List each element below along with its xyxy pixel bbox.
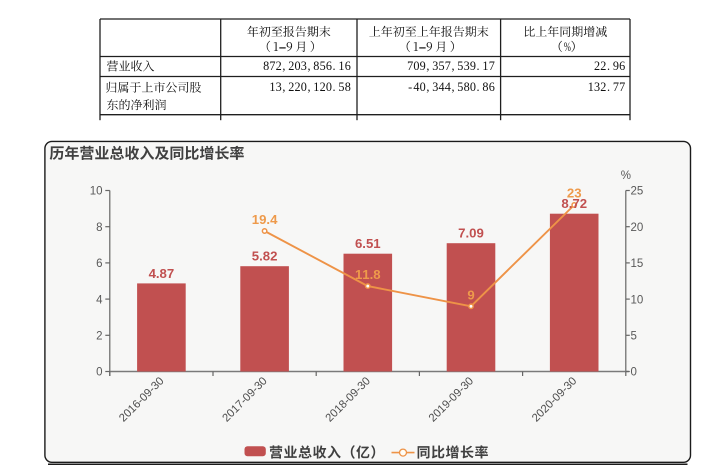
svg-text:15: 15	[631, 258, 644, 270]
svg-text:8.72: 8.72	[561, 196, 587, 211]
svg-text:25: 25	[631, 186, 644, 198]
svg-text:0: 0	[96, 367, 102, 379]
svg-text:2: 2	[96, 331, 102, 343]
svg-text:5.82: 5.82	[252, 249, 278, 264]
svg-text:6: 6	[96, 258, 102, 270]
svg-text:10: 10	[631, 294, 644, 306]
svg-text:8: 8	[96, 222, 102, 234]
svg-text:19.4: 19.4	[252, 212, 278, 227]
svg-text:10: 10	[90, 186, 103, 198]
svg-text:0: 0	[631, 367, 637, 379]
svg-text:709,357,539.17: 709,357,539.17	[407, 59, 495, 73]
svg-text:4.87: 4.87	[149, 266, 175, 281]
svg-text:13,220,120.58: 13,220,120.58	[269, 80, 350, 94]
svg-text:4: 4	[96, 294, 103, 306]
svg-text:132.77: 132.77	[588, 80, 625, 94]
svg-text:11.8: 11.8	[355, 267, 381, 282]
svg-text:%: %	[564, 40, 571, 54]
svg-text:872,203,856.16: 872,203,856.16	[263, 59, 351, 73]
svg-text:%: %	[621, 170, 631, 182]
svg-text:5: 5	[631, 331, 637, 343]
svg-text:22.96: 22.96	[594, 59, 625, 73]
svg-text:7.09: 7.09	[458, 226, 484, 241]
svg-text:6.51: 6.51	[355, 236, 381, 251]
svg-text:20: 20	[631, 222, 644, 234]
svg-text:23: 23	[567, 186, 582, 201]
svg-text:-40,344,580.86: -40,344,580.86	[408, 80, 495, 94]
svg-text:9: 9	[467, 287, 474, 302]
